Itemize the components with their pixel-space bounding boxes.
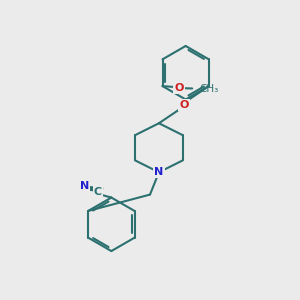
Text: N: N bbox=[154, 167, 164, 177]
Text: CH₃: CH₃ bbox=[200, 84, 219, 94]
Text: N: N bbox=[80, 181, 89, 191]
Text: C: C bbox=[94, 187, 102, 196]
Text: O: O bbox=[179, 100, 189, 110]
Text: O: O bbox=[174, 82, 184, 93]
